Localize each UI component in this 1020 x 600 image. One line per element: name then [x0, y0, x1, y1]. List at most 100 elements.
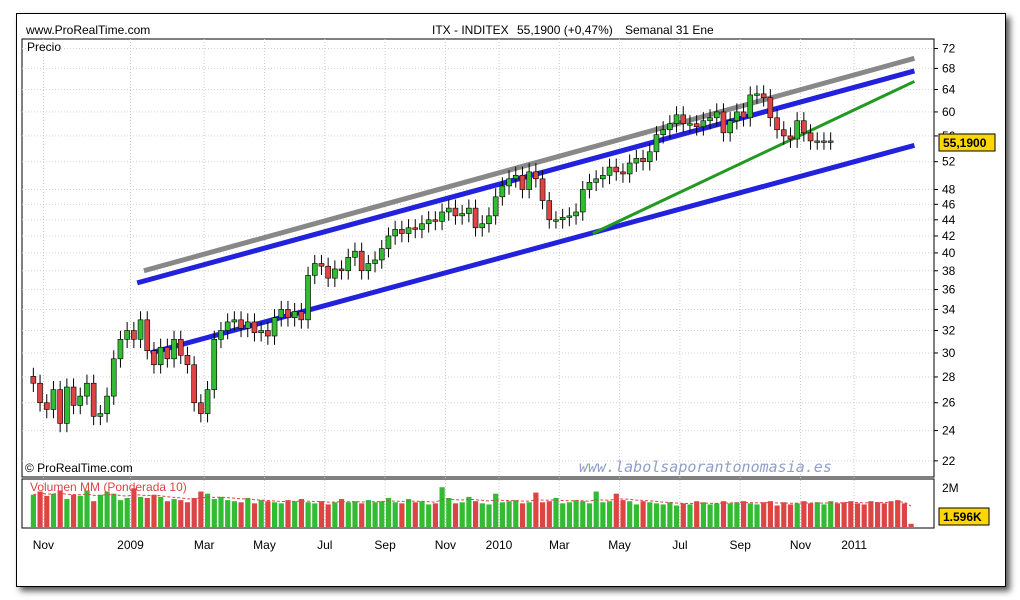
volume-bar: [265, 501, 271, 527]
volume-bar: [419, 501, 425, 527]
volume-bar: [747, 503, 753, 527]
volume-bar: [901, 503, 907, 527]
volume-bar: [593, 491, 599, 527]
candle-up: [794, 120, 800, 140]
volume-bar: [513, 500, 519, 527]
time-tick-label: Mar: [549, 538, 570, 552]
volume-bar: [754, 504, 760, 527]
volume-bar: [781, 502, 787, 527]
volume-bar: [586, 503, 593, 527]
candle-up: [606, 166, 613, 176]
volume-bar: [251, 503, 258, 527]
volume-bar: [412, 502, 418, 527]
candle-down: [184, 354, 191, 366]
time-tick-label: Mar: [194, 538, 215, 552]
candle-up: [345, 257, 352, 272]
volume-bar: [77, 495, 83, 527]
candle-down: [774, 117, 780, 131]
volume-bar: [439, 487, 445, 527]
volume-bar: [365, 500, 371, 527]
candle-up: [821, 140, 827, 143]
volume-bar: [526, 502, 532, 527]
volume-bar: [164, 501, 170, 527]
volume-bar: [84, 490, 90, 527]
volume-bar: [714, 503, 720, 527]
volume-bar: [292, 501, 298, 527]
volume-bar: [486, 504, 492, 527]
candle-down: [807, 132, 814, 142]
volume-bar: [868, 501, 874, 527]
candle-up: [626, 162, 633, 175]
volume-moving-average: [33, 492, 912, 507]
volume-bar: [519, 503, 526, 527]
price-tick-label: 68: [942, 61, 956, 75]
volume-bar: [385, 497, 392, 527]
candle-up: [707, 117, 713, 122]
volume-bar: [44, 495, 50, 527]
candle-up: [204, 389, 211, 414]
volume-bar: [352, 501, 358, 527]
candle-down: [519, 175, 526, 190]
candle-up: [291, 311, 298, 319]
candle-down: [613, 166, 620, 173]
candle-up: [419, 223, 425, 230]
volume-bar: [727, 503, 733, 527]
price-tick-label: 64: [942, 82, 956, 96]
volume-bar: [694, 501, 700, 527]
time-tick-label: Sep: [730, 538, 752, 552]
candle-up: [378, 248, 385, 261]
volume-bar: [452, 503, 459, 527]
volume-bar: [499, 502, 505, 527]
volume-bar: [720, 501, 727, 527]
candle-down: [90, 382, 97, 417]
candle-down: [801, 120, 807, 134]
price-tick-label: 26: [942, 396, 956, 410]
candle-up: [97, 413, 104, 417]
candle-up: [385, 235, 392, 249]
volume-bar: [104, 491, 110, 527]
volume-bar: [680, 503, 686, 527]
candle-up: [372, 259, 378, 264]
candle-up: [305, 275, 311, 321]
last-volume-text: 1.596K: [943, 510, 982, 524]
site-label[interactable]: www.ProRealTime.com: [25, 23, 150, 37]
volume-bar: [834, 503, 840, 527]
volume-bar: [801, 501, 807, 527]
candle-down: [251, 321, 258, 334]
candle-up: [425, 219, 432, 225]
candle-up: [405, 227, 412, 234]
volume-bar: [50, 493, 57, 527]
candle-up: [459, 213, 465, 217]
volume-bar: [312, 503, 318, 527]
volume-bar: [546, 501, 552, 527]
candle-down: [399, 229, 405, 234]
candle-down: [144, 319, 151, 351]
volume-bar: [700, 502, 706, 527]
last-volume-tag: [938, 507, 990, 526]
volume-bar: [473, 501, 479, 527]
volume-bar: [660, 504, 666, 527]
volume-bar: [854, 503, 861, 527]
candle-up: [84, 382, 90, 397]
candle-down: [358, 250, 365, 272]
volume-bar: [345, 502, 351, 527]
watermark-url[interactable]: www.labolsaporantonomasia.es: [579, 458, 832, 476]
volume-bar: [278, 503, 284, 527]
candle-up: [332, 268, 338, 279]
price-tick-label: 24: [942, 424, 956, 438]
candle-up: [579, 189, 586, 213]
candle-up: [653, 134, 660, 153]
volume-bar: [761, 502, 767, 527]
candle-down: [412, 227, 419, 230]
last-price-text: 55,1900: [943, 136, 987, 150]
candle-down: [325, 265, 331, 279]
candle-down: [191, 364, 197, 404]
candle-down: [338, 268, 345, 272]
candle-down: [131, 330, 137, 340]
candle-down: [198, 402, 204, 414]
volume-max-label: 2M: [942, 481, 959, 495]
volume-bar: [881, 503, 887, 527]
candle-down: [740, 111, 747, 119]
volume-bar: [339, 499, 345, 527]
candles: [30, 85, 834, 433]
